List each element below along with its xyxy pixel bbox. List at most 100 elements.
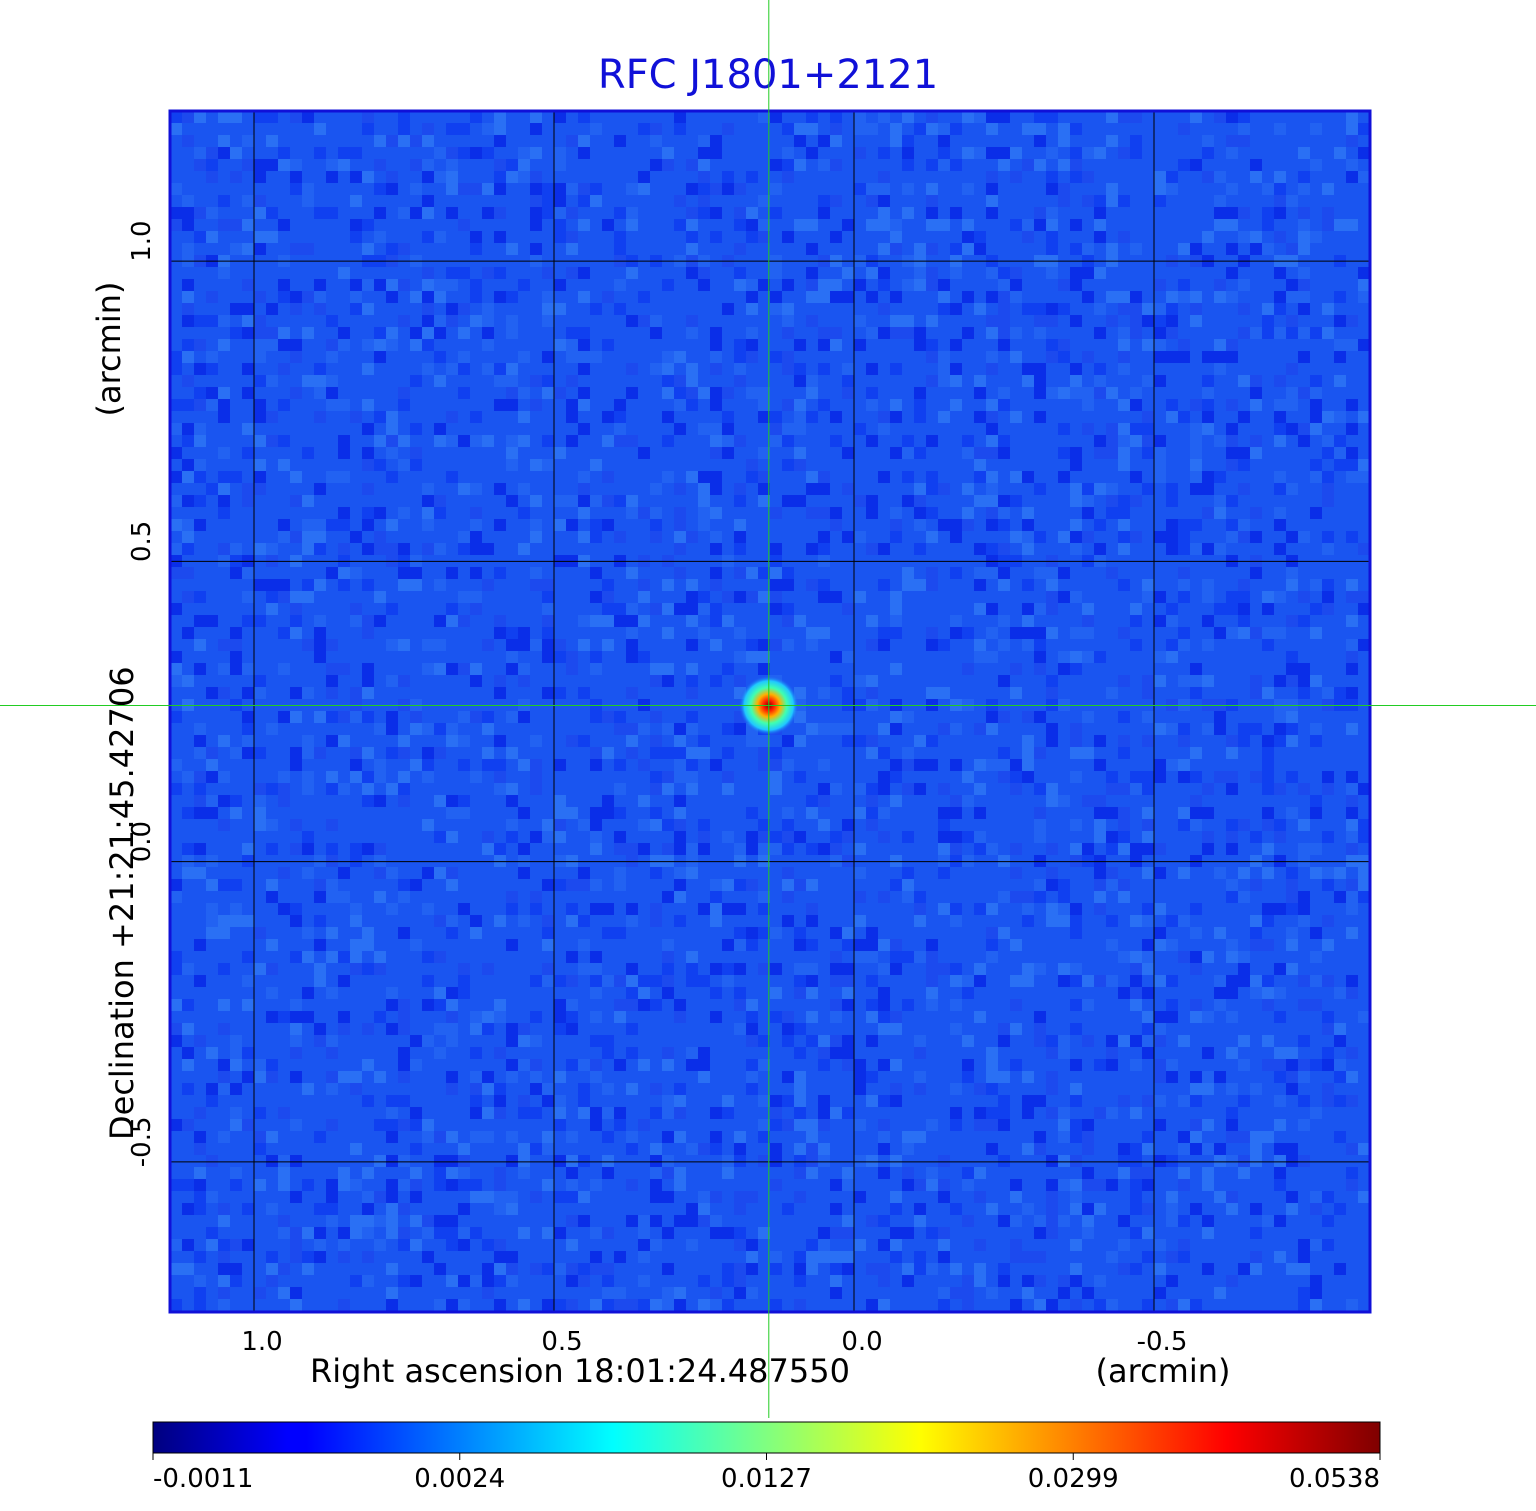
noise-cell	[974, 243, 986, 255]
noise-cell	[554, 147, 566, 159]
noise-cell	[1358, 147, 1370, 159]
noise-cell	[974, 375, 986, 387]
noise-cell	[326, 171, 338, 183]
noise-cell	[1118, 783, 1130, 795]
noise-cell	[350, 903, 362, 915]
noise-cell	[1034, 483, 1046, 495]
noise-cell	[1286, 567, 1298, 579]
noise-cell	[1226, 291, 1238, 303]
noise-cell	[1082, 879, 1094, 891]
noise-cell	[806, 927, 818, 939]
noise-cell	[902, 495, 914, 507]
noise-cell	[1298, 903, 1310, 915]
noise-cell	[770, 831, 782, 843]
noise-cell	[1094, 855, 1106, 867]
noise-cell	[1202, 351, 1214, 363]
noise-cell	[818, 843, 830, 855]
noise-cell	[530, 1143, 542, 1155]
noise-cell	[1022, 639, 1034, 651]
noise-cell	[614, 1119, 626, 1131]
noise-cell	[1286, 807, 1298, 819]
noise-cell	[626, 1191, 638, 1203]
noise-cell	[1274, 207, 1286, 219]
noise-cell	[854, 939, 866, 951]
noise-cell	[218, 483, 230, 495]
noise-cell	[830, 507, 842, 519]
noise-cell	[1010, 1215, 1022, 1227]
noise-cell	[818, 1035, 830, 1047]
noise-cell	[638, 447, 650, 459]
noise-cell	[1322, 411, 1334, 423]
noise-cell	[206, 783, 218, 795]
noise-cell	[902, 891, 914, 903]
noise-cell	[914, 411, 926, 423]
noise-cell	[1010, 891, 1022, 903]
noise-cell	[302, 831, 314, 843]
plot-frame	[168, 109, 1372, 1314]
noise-cell	[1094, 1107, 1106, 1119]
noise-cell	[1070, 975, 1082, 987]
noise-cell	[758, 747, 770, 759]
noise-cell	[470, 183, 482, 195]
noise-cell	[362, 939, 374, 951]
noise-cell	[530, 771, 542, 783]
noise-cell	[986, 603, 998, 615]
noise-cell	[806, 579, 818, 591]
noise-cell	[1046, 903, 1058, 915]
noise-cell	[878, 219, 890, 231]
noise-cell	[530, 207, 542, 219]
noise-cell	[950, 795, 962, 807]
noise-cell	[206, 1239, 218, 1251]
noise-cell	[914, 387, 926, 399]
noise-cell	[1094, 207, 1106, 219]
noise-cell	[1322, 915, 1334, 927]
noise-cell	[458, 1227, 470, 1239]
noise-cell	[1142, 963, 1154, 975]
noise-cell	[590, 1299, 602, 1311]
noise-cell	[1046, 219, 1058, 231]
noise-cell	[602, 1263, 614, 1275]
noise-cell	[1166, 1215, 1178, 1227]
noise-cell	[1142, 1011, 1154, 1023]
noise-cell	[194, 783, 206, 795]
noise-cell	[362, 795, 374, 807]
noise-cell	[1226, 627, 1238, 639]
noise-cell	[182, 1023, 194, 1035]
noise-cell	[362, 519, 374, 531]
noise-cell	[374, 135, 386, 147]
noise-cell	[494, 1191, 506, 1203]
noise-cell	[686, 1239, 698, 1251]
noise-cell	[938, 519, 950, 531]
noise-cell	[410, 1215, 422, 1227]
noise-cell	[1250, 687, 1262, 699]
noise-cell	[770, 1251, 782, 1263]
noise-cell	[1094, 771, 1106, 783]
noise-cell	[266, 891, 278, 903]
noise-cell	[878, 987, 890, 999]
noise-cell	[1130, 975, 1142, 987]
noise-cell	[1142, 435, 1154, 447]
noise-cell	[890, 759, 902, 771]
noise-cell	[830, 123, 842, 135]
noise-cell	[362, 663, 374, 675]
noise-cell	[422, 543, 434, 555]
noise-cell	[530, 219, 542, 231]
noise-cell	[194, 363, 206, 375]
noise-cell	[710, 363, 722, 375]
noise-cell	[182, 231, 194, 243]
noise-cell	[746, 735, 758, 747]
noise-cell	[842, 387, 854, 399]
noise-cell	[434, 1299, 446, 1311]
noise-cell	[1310, 1059, 1322, 1071]
noise-cell	[554, 111, 566, 123]
noise-cell	[1166, 315, 1178, 327]
noise-cell	[1106, 975, 1118, 987]
noise-cell	[242, 1119, 254, 1131]
noise-cell	[170, 399, 182, 411]
noise-cell	[470, 663, 482, 675]
noise-cell	[710, 207, 722, 219]
noise-cell	[1154, 735, 1166, 747]
noise-cell	[626, 1215, 638, 1227]
noise-cell	[758, 1131, 770, 1143]
noise-cell	[506, 159, 518, 171]
